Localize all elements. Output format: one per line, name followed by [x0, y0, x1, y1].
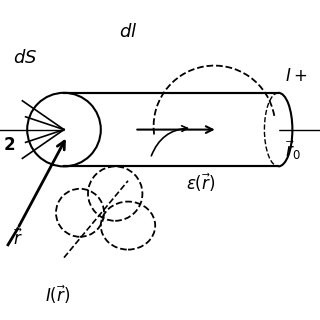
Text: $I+$: $I+$: [285, 68, 307, 85]
Bar: [64, 93, 278, 166]
Text: $\varepsilon(\vec{r})$: $\varepsilon(\vec{r})$: [186, 171, 215, 194]
Text: $dS$: $dS$: [13, 49, 38, 67]
Text: $\vec{r}_0$: $\vec{r}_0$: [285, 139, 300, 162]
Text: $\mathbf{2}$: $\mathbf{2}$: [3, 137, 15, 154]
Text: $dl$: $dl$: [119, 23, 137, 41]
Text: $I(\vec{r})$: $I(\vec{r})$: [45, 283, 70, 306]
Text: $\vec{r}$: $\vec{r}$: [12, 228, 23, 249]
